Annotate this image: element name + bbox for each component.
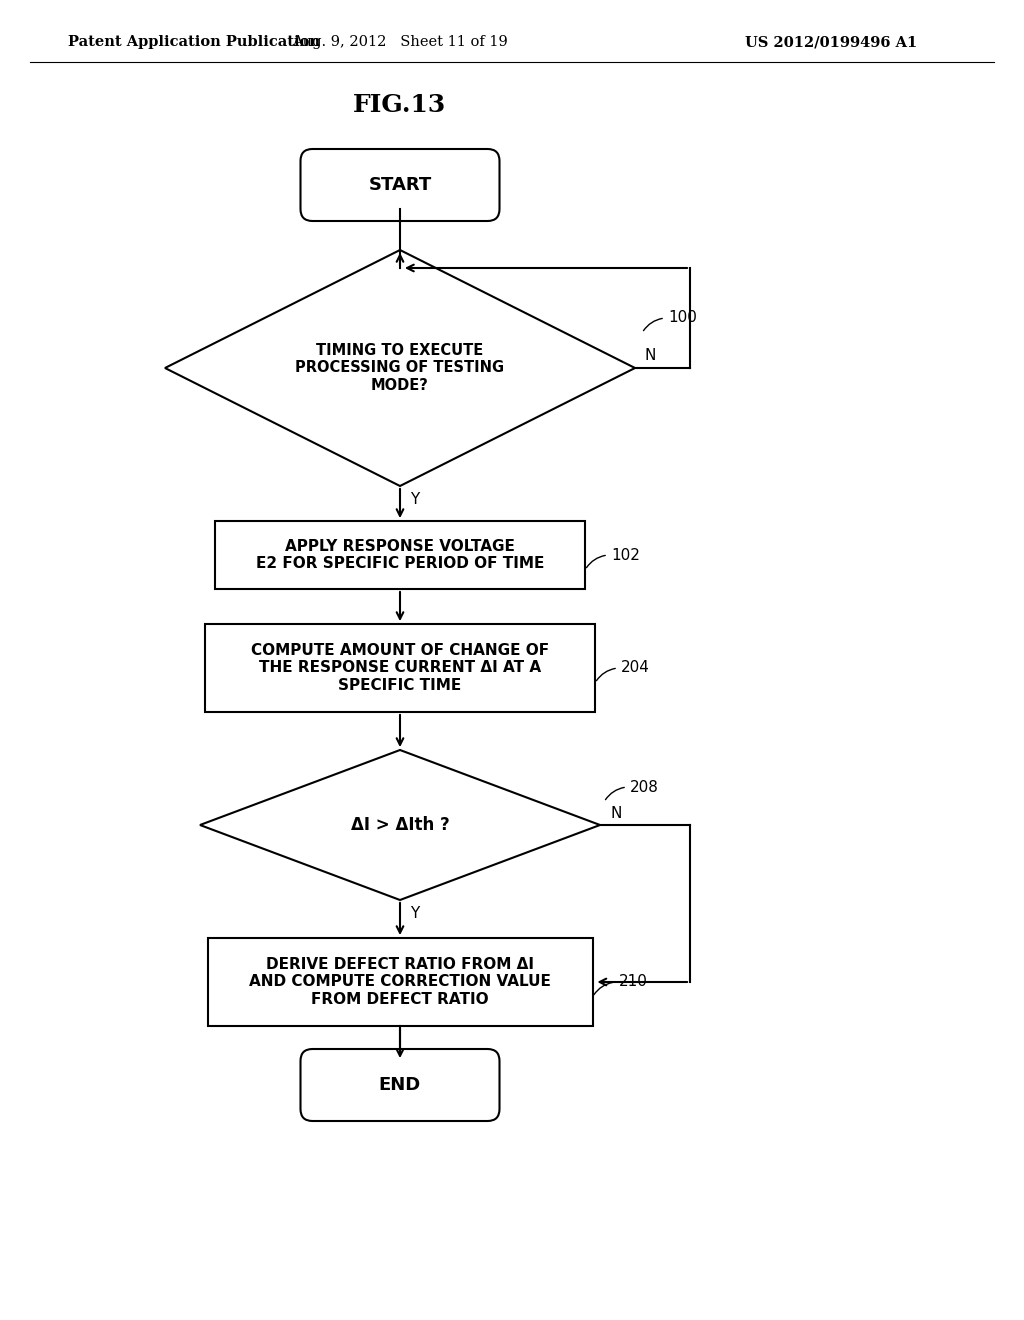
Text: Aug. 9, 2012   Sheet 11 of 19: Aug. 9, 2012 Sheet 11 of 19 [292,36,508,49]
FancyBboxPatch shape [300,1049,500,1121]
Bar [215,521,585,589]
Text: FIG.13: FIG.13 [353,92,446,117]
Text: 204: 204 [621,660,650,676]
FancyBboxPatch shape [300,149,500,220]
Text: 102: 102 [611,548,640,562]
Bar [205,624,595,711]
Text: DERIVE DEFECT RATIO FROM ΔI
AND COMPUTE CORRECTION VALUE
FROM DEFECT RATIO: DERIVE DEFECT RATIO FROM ΔI AND COMPUTE … [249,957,551,1007]
Text: END: END [379,1076,421,1094]
Text: 208: 208 [630,780,658,795]
Text: Patent Application Publication: Patent Application Publication [68,36,319,49]
Text: ΔI > ΔIth ?: ΔI > ΔIth ? [350,816,450,834]
Text: Y: Y [410,907,419,921]
Text: APPLY RESPONSE VOLTAGE
E2 FOR SPECIFIC PERIOD OF TIME: APPLY RESPONSE VOLTAGE E2 FOR SPECIFIC P… [256,539,544,572]
Text: 100: 100 [668,310,697,326]
Text: TIMING TO EXECUTE
PROCESSING OF TESTING
MODE?: TIMING TO EXECUTE PROCESSING OF TESTING … [296,343,505,393]
Text: N: N [645,348,656,363]
Text: Y: Y [410,492,419,507]
Text: COMPUTE AMOUNT OF CHANGE OF
THE RESPONSE CURRENT ΔI AT A
SPECIFIC TIME: COMPUTE AMOUNT OF CHANGE OF THE RESPONSE… [251,643,549,693]
Text: START: START [369,176,432,194]
Text: US 2012/0199496 A1: US 2012/0199496 A1 [745,36,918,49]
Text: 210: 210 [618,974,647,990]
Bar [208,939,593,1026]
Text: N: N [610,805,622,821]
